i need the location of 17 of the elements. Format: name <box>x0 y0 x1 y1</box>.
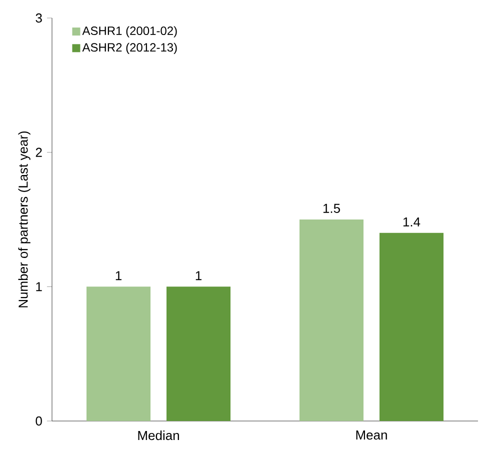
bar <box>86 286 151 421</box>
bar <box>380 232 444 421</box>
legend-label: ASHR2 (2012-13) <box>82 42 177 54</box>
bar <box>166 286 231 421</box>
data-label: 1 <box>196 271 202 280</box>
y-tick-label: 1 <box>36 282 42 292</box>
y-tick-label: 3 <box>36 13 42 23</box>
bar <box>300 220 364 421</box>
x-tick-label: Median <box>138 430 179 440</box>
x-tick-label: Mean <box>356 430 387 440</box>
y-axis-title: Number of partners (Last year) <box>18 131 30 308</box>
y-tick-label: 2 <box>36 148 42 157</box>
y-tick-label: 0 <box>36 416 42 426</box>
data-label: 1 <box>116 271 122 280</box>
legend-label: ASHR1 (2001-02) <box>82 26 177 38</box>
data-label: 1.4 <box>403 217 420 226</box>
data-label: 1.5 <box>323 204 340 213</box>
